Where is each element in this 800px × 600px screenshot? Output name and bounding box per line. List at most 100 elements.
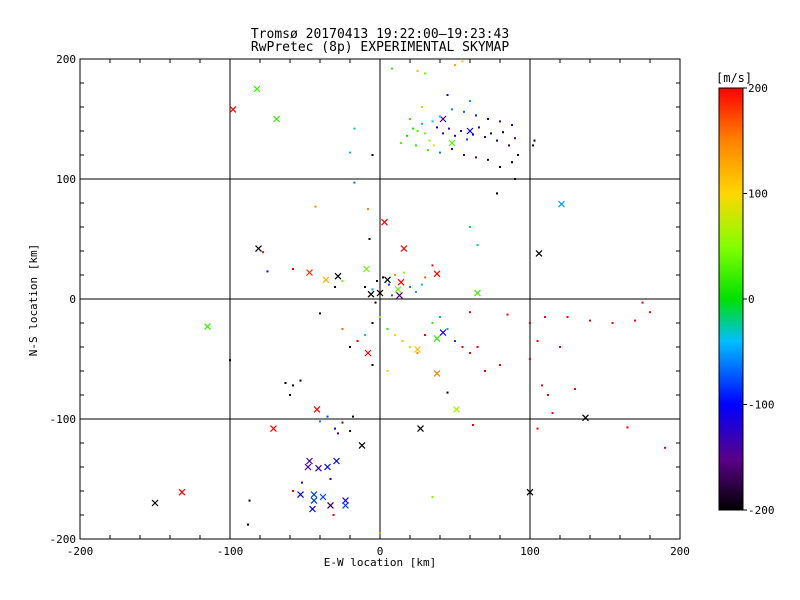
dot-point	[454, 340, 456, 342]
x-marker-point	[324, 463, 331, 471]
dot-point	[484, 136, 486, 138]
x-marker-point	[315, 464, 322, 472]
dot-point	[364, 334, 366, 336]
x-marker-point	[310, 497, 318, 505]
dot-point	[536, 427, 539, 430]
dot-point	[371, 154, 374, 156]
dot-point	[388, 283, 390, 286]
grid-lines	[80, 59, 680, 539]
dot-point	[400, 142, 402, 144]
dot-point	[541, 384, 543, 387]
x-marker-point	[322, 276, 330, 284]
colorbar-tick-label: 0	[748, 293, 755, 306]
colorbar-tick-label: -200	[748, 504, 775, 517]
dot-point	[511, 124, 513, 126]
dot-point	[415, 290, 417, 293]
dot-point	[439, 115, 441, 118]
dot-point	[463, 110, 465, 113]
dot-point	[461, 60, 464, 63]
x-marker-point	[297, 491, 304, 499]
dot-point	[337, 432, 339, 435]
x-marker-point	[558, 200, 565, 208]
dot-point	[514, 178, 516, 180]
y-axis-label: N-S location [km]	[27, 243, 40, 357]
chart-title: Tromsø 20170413 19:22:00–19:23:43	[250, 27, 510, 42]
dot-point	[424, 72, 426, 75]
dot-point	[386, 328, 389, 330]
dot-point	[475, 114, 477, 117]
dot-point	[431, 496, 434, 498]
dot-point	[611, 322, 614, 324]
dot-point	[415, 144, 417, 147]
dot-point	[451, 108, 453, 111]
x-marker-point	[364, 349, 372, 357]
dot-point	[469, 311, 471, 314]
dot-point	[424, 276, 426, 279]
x-marker-point	[448, 139, 456, 147]
dot-point	[466, 138, 468, 141]
x-marker-point	[306, 269, 313, 277]
y-tick-label: -200	[50, 533, 77, 546]
dot-point	[266, 270, 269, 273]
dot-point	[487, 158, 489, 161]
x-marker-point	[400, 245, 408, 253]
dot-point	[529, 358, 531, 360]
dot-point	[551, 412, 554, 414]
dot-point	[490, 132, 492, 135]
dot-point	[448, 127, 450, 130]
dot-point	[368, 238, 371, 240]
x-marker-point	[474, 289, 481, 297]
dot-point	[436, 126, 438, 129]
dot-point	[292, 268, 294, 270]
dot-point	[626, 426, 629, 429]
x-tick-label: 200	[670, 545, 690, 558]
dot-point	[433, 144, 435, 147]
x-marker-point	[273, 115, 280, 123]
dot-point	[431, 120, 434, 123]
dot-point	[416, 70, 419, 72]
dot-point	[439, 151, 441, 154]
x-marker-point	[309, 505, 316, 513]
dot-point	[424, 132, 426, 135]
dot-point	[469, 100, 471, 102]
dot-point	[475, 156, 477, 159]
x-marker-point	[270, 425, 277, 433]
x-marker-point	[310, 491, 318, 499]
dot-point	[376, 280, 378, 282]
dot-point	[649, 311, 651, 314]
dot-point	[589, 319, 591, 322]
dot-point	[341, 280, 344, 282]
dot-point	[382, 276, 384, 279]
x-marker-point	[417, 425, 424, 433]
dot-point	[547, 394, 549, 396]
dot-point	[401, 340, 404, 342]
x-marker-point	[304, 463, 312, 471]
x-marker-point	[433, 369, 441, 377]
dot-point	[248, 499, 251, 502]
dot-point	[428, 139, 431, 142]
dot-point	[334, 427, 336, 430]
dot-point	[371, 322, 374, 324]
dot-point	[353, 127, 356, 130]
dot-point	[409, 286, 411, 288]
dot-point	[472, 424, 474, 426]
dot-point	[502, 131, 504, 134]
colorbar-tick-label: 200	[748, 82, 768, 95]
dot-point	[446, 328, 449, 330]
dot-point	[409, 346, 411, 348]
dot-point	[332, 514, 335, 516]
dot-point	[341, 328, 344, 330]
dot-point	[454, 64, 456, 66]
dot-point	[499, 120, 501, 123]
dot-point	[664, 446, 666, 449]
x-axis-label: E-W location [km]	[323, 556, 437, 569]
dot-point	[478, 126, 480, 129]
dot-point	[379, 316, 381, 318]
dot-point	[514, 137, 516, 140]
dot-point	[349, 346, 351, 348]
dot-point	[371, 288, 374, 291]
dot-point	[496, 139, 498, 142]
dot-point	[454, 134, 456, 137]
colorbar-unit-label: [m/s]	[716, 71, 753, 85]
dot-point	[229, 359, 231, 362]
